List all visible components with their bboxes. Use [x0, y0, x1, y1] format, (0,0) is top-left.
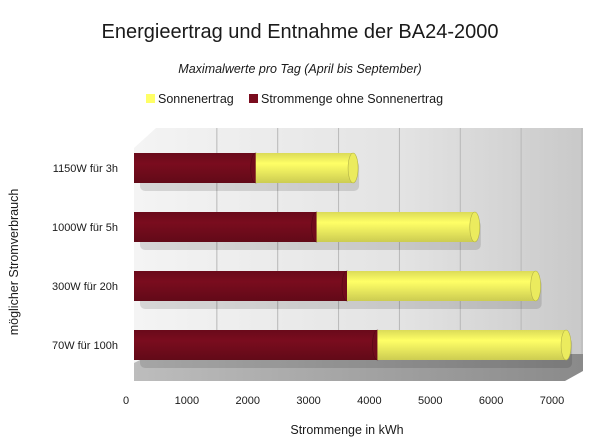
- bar-sonnenertrag-70w-fuer-100h: [377, 330, 567, 360]
- y-axis-label: möglicher Stromverbrauch: [7, 189, 21, 336]
- x-axis-label: Strommenge in kWh: [290, 423, 403, 437]
- plot-area: [134, 128, 583, 381]
- bars: [134, 152, 573, 368]
- x-tick-label: 5000: [418, 395, 442, 407]
- bar-cap-sonnenertrag-70w-fuer-100h: [560, 329, 572, 361]
- floor-plane: [134, 354, 583, 381]
- gridlines: [216, 128, 583, 358]
- bar-cap-sonnenertrag-1150w-fuer-3h: [347, 152, 359, 184]
- category-label-1150w-fuer-3h: 1150W für 3h: [53, 163, 118, 175]
- chart-subtitle: Maximalwerte pro Tag (April bis Septembe…: [178, 62, 421, 76]
- bar-cap-sonnenertrag-300w-fuer-20h: [530, 270, 541, 302]
- legend-swatch-strommenge: [249, 94, 258, 103]
- legend-swatch-sonnenertrag: [146, 94, 155, 103]
- legend-label-strommenge: Strommenge ohne Sonnenertrag: [261, 92, 443, 106]
- category-label-300w-fuer-20h: 300W für 20h: [52, 281, 118, 293]
- bar-cap-sonnenertrag-1000w-fuer-5h: [469, 211, 481, 243]
- x-tick-labels: 0 1000 2000 3000 4000 5000 6000 7000: [123, 395, 564, 407]
- x-tick-label: 6000: [479, 395, 503, 407]
- bar-strommenge-ohne-sonnenertrag-1000w-fuer-5h: [134, 212, 317, 242]
- category-label-70w-fuer-100h: 70W für 100h: [52, 340, 118, 352]
- x-tick-label: 3000: [296, 395, 320, 407]
- back-wall: [134, 128, 583, 380]
- legend: Sonnenertrag Strommenge ohne Sonnenertra…: [146, 92, 443, 106]
- x-tick-label: 7000: [540, 395, 564, 407]
- bar-sonnenertrag-1150w-fuer-3h: [255, 153, 354, 183]
- legend-label-sonnenertrag: Sonnenertrag: [158, 92, 234, 106]
- x-tick-label: 4000: [357, 395, 381, 407]
- chart-title: Energieertrag und Entnahme der BA24-2000: [102, 21, 499, 43]
- bar-sonnenertrag-1000w-fuer-5h: [316, 212, 475, 242]
- bar-sonnenertrag-300w-fuer-20h: [347, 271, 536, 301]
- bar-strommenge-ohne-sonnenertrag-300w-fuer-20h: [134, 271, 347, 301]
- x-tick-label: 2000: [235, 395, 259, 407]
- category-label-1000w-fuer-5h: 1000W für 5h: [52, 222, 118, 234]
- x-tick-label: 1000: [175, 395, 199, 407]
- bar-strommenge-ohne-sonnenertrag-70w-fuer-100h: [134, 330, 378, 360]
- category-labels: 1150W für 3h 1000W für 5h 300W für 20h 70W …: [52, 163, 118, 352]
- bar-strommenge-ohne-sonnenertrag-1150w-fuer-3h: [134, 153, 256, 183]
- x-tick-label: 0: [123, 395, 129, 407]
